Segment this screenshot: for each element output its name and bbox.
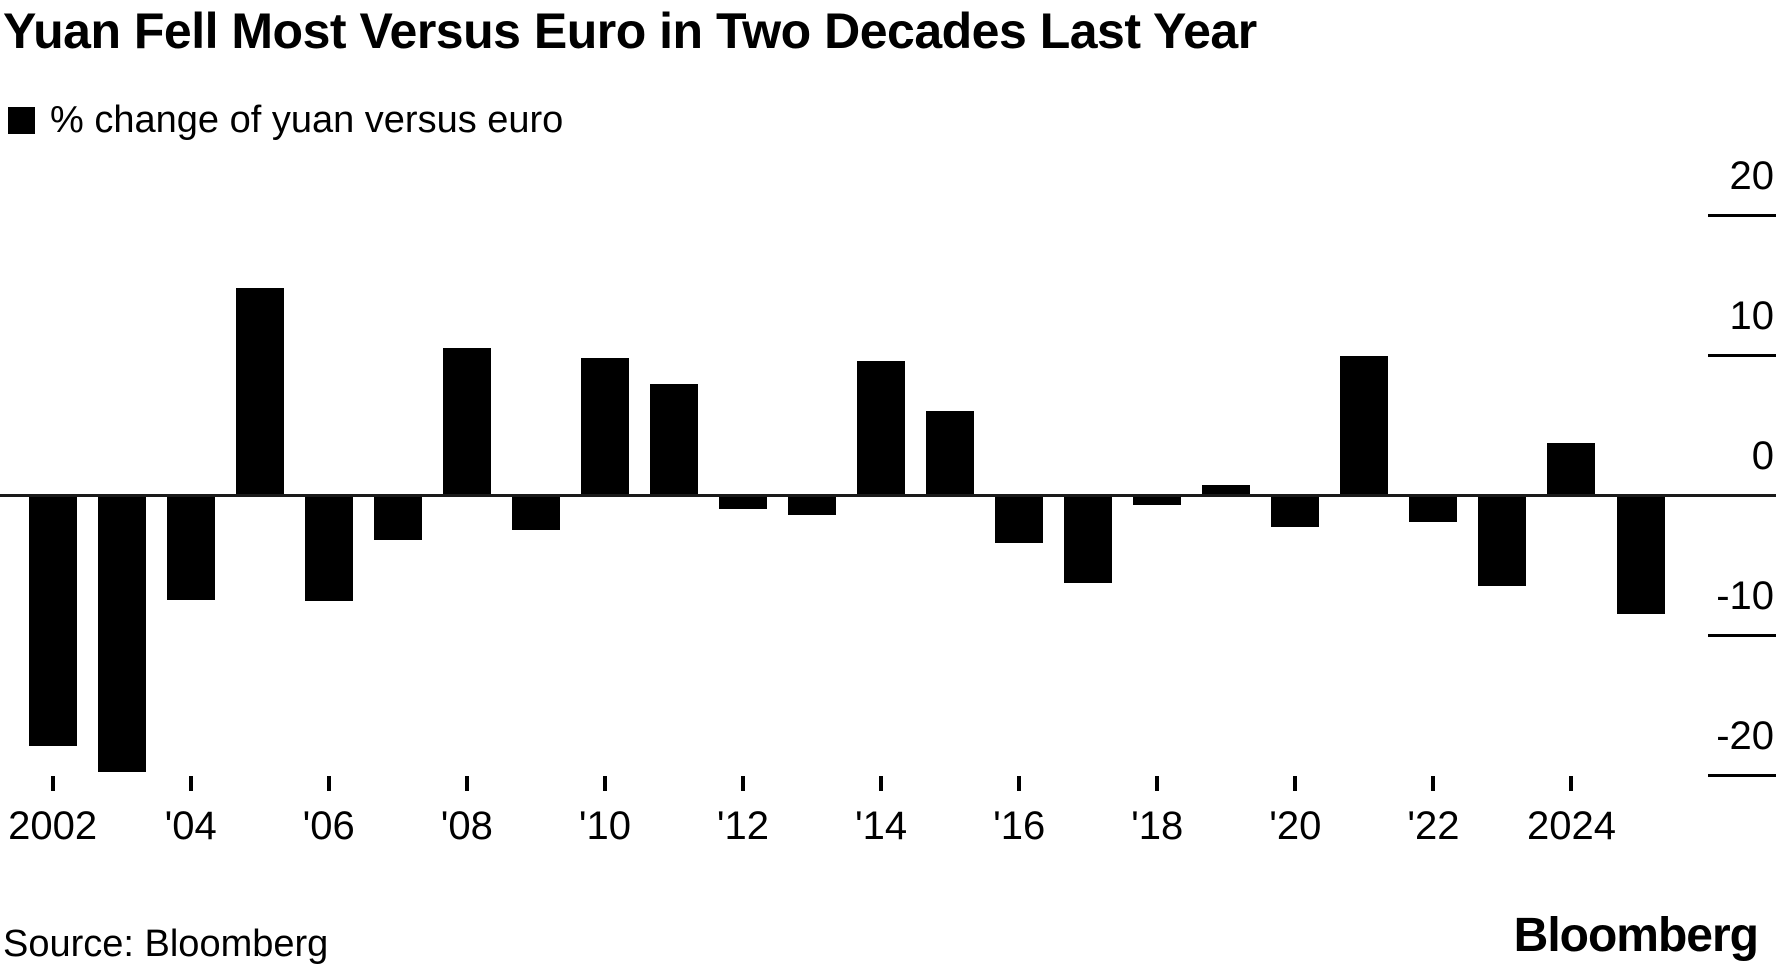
bar-2014: [857, 360, 906, 495]
legend-swatch-icon: [8, 106, 35, 134]
y-tick-label-0: 0: [1751, 434, 1774, 478]
x-tick-2014: [879, 776, 884, 791]
legend-label: % change of yuan versus euro: [50, 98, 564, 141]
x-tick-label-2022: '22: [1407, 804, 1460, 848]
bar-2012: [719, 495, 767, 509]
x-tick-2004: [188, 776, 193, 791]
bar-2019: [1202, 485, 1251, 495]
x-tick-label-2024: 2024: [1526, 804, 1616, 848]
bar-2022: [1409, 495, 1458, 522]
legend: % change of yuan versus euro: [8, 98, 564, 141]
x-tick-2002: [50, 776, 55, 791]
zero-axis-line: [0, 493, 1776, 497]
bar-2018: [1133, 495, 1182, 505]
bar-2006: [304, 495, 353, 602]
x-tick-label-2010: '10: [578, 804, 631, 848]
x-tick-label-2020: '20: [1269, 804, 1322, 848]
x-tick-2018: [1155, 776, 1160, 791]
bar-2017: [1064, 495, 1113, 584]
x-tick-2008: [464, 776, 469, 791]
bar-2015: [926, 411, 975, 495]
bloomberg-logo: Bloomberg: [1513, 909, 1759, 962]
x-tick-label-2014: '14: [855, 804, 908, 848]
bar-2002: [28, 495, 77, 746]
x-tick-2022: [1431, 776, 1436, 791]
x-tick-2012: [741, 776, 745, 791]
bar-2005: [235, 287, 284, 495]
bar-2016: [995, 495, 1044, 543]
gridline-10: [1708, 353, 1776, 357]
bar-2011: [649, 384, 698, 495]
bar-2021: [1340, 356, 1389, 495]
bar-2023: [1478, 495, 1527, 586]
x-tick-label-2008: '08: [440, 804, 493, 848]
bar-2025: [1616, 495, 1665, 614]
x-tick-2006: [326, 776, 331, 791]
x-tick-label-2002: 2002: [8, 804, 98, 848]
bar-2003: [97, 495, 146, 773]
y-tick-label--10: -10: [1716, 574, 1774, 618]
gridline--20: [1708, 773, 1776, 777]
bar-2007: [373, 495, 422, 540]
x-tick-label-2012: '12: [716, 804, 770, 848]
bar-2020: [1271, 495, 1320, 528]
x-tick-2016: [1017, 776, 1022, 791]
y-tick-label-10: 10: [1729, 294, 1775, 338]
x-tick-label-2004: '04: [164, 804, 217, 848]
bar-2010: [580, 357, 629, 495]
x-tick-label-2006: '06: [302, 804, 355, 848]
gridline--10: [1708, 633, 1776, 637]
x-tick-2024: [1569, 776, 1574, 791]
chart-title: Yuan Fell Most Versus Euro in Two Decade…: [3, 3, 1257, 59]
y-tick-label--20: -20: [1716, 714, 1774, 758]
x-tick-label-2018: '18: [1131, 804, 1184, 848]
bar-2008: [442, 348, 491, 495]
bar-2009: [511, 495, 560, 530]
gridline-20: [1708, 213, 1776, 217]
x-tick-2010: [602, 776, 607, 791]
y-tick-label-20: 20: [1729, 154, 1775, 198]
bar-2004: [166, 495, 215, 600]
bar-2024: [1547, 443, 1596, 495]
source-note: Source: Bloomberg: [3, 923, 329, 965]
x-tick-2020: [1293, 776, 1298, 791]
x-tick-label-2016: '16: [993, 804, 1046, 848]
bar-2013: [788, 495, 837, 515]
